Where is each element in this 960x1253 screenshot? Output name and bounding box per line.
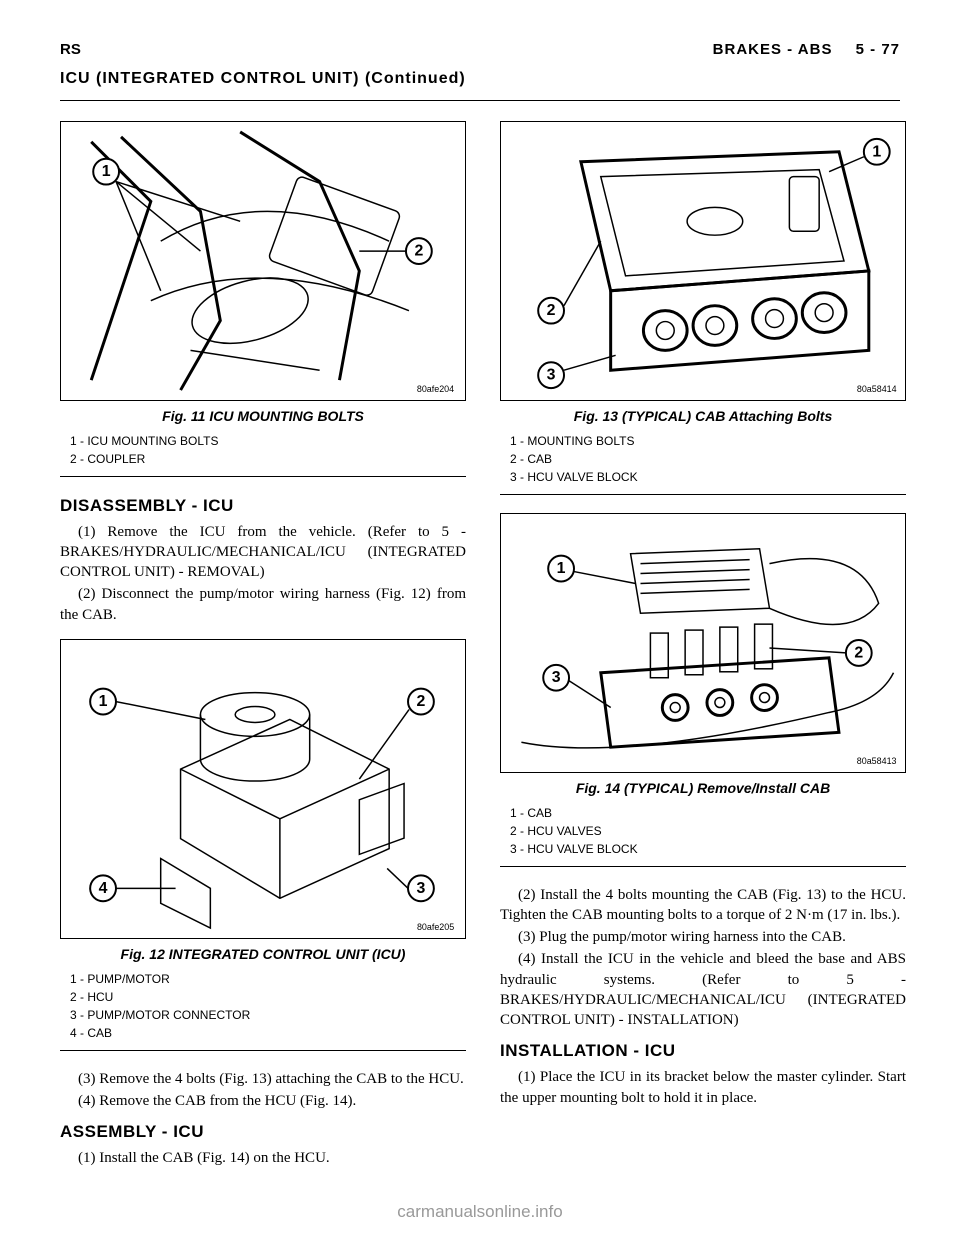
installation-title: INSTALLATION - ICU (500, 1040, 906, 1063)
svg-text:3: 3 (547, 367, 556, 384)
svg-text:80a58413: 80a58413 (857, 756, 897, 766)
fig-rule (500, 494, 906, 495)
header-section: BRAKES - ABS (713, 41, 833, 58)
body-text: (4) Install the ICU in the vehicle and b… (500, 949, 906, 1030)
legend-item: 2 - COUPLER (70, 450, 466, 468)
legend-item: 1 - MOUNTING BOLTS (510, 432, 906, 450)
right-column: 1 2 3 80a58414 Fig. 13 (TYPICAL) CAB Att… (500, 121, 906, 1171)
legend-item: 2 - HCU (70, 988, 466, 1006)
fig12-caption: Fig. 12 INTEGRATED CONTROL UNIT (ICU) (60, 945, 466, 964)
fig13-legend: 1 - MOUNTING BOLTS 2 - CAB 3 - HCU VALVE… (510, 432, 906, 486)
legend-item: 1 - CAB (510, 804, 906, 822)
figure-11: 1 2 80afe204 (60, 121, 466, 401)
svg-text:80afe205: 80afe205 (417, 922, 454, 932)
legend-item: 3 - HCU VALVE BLOCK (510, 840, 906, 858)
legend-item: 2 - HCU VALVES (510, 822, 906, 840)
svg-text:2: 2 (414, 242, 423, 259)
svg-text:2: 2 (854, 644, 863, 661)
assembly-title: ASSEMBLY - ICU (60, 1121, 466, 1144)
figure-14: 1 2 3 80a58413 (500, 513, 906, 773)
svg-text:1: 1 (872, 143, 881, 160)
legend-item: 1 - ICU MOUNTING BOLTS (70, 432, 466, 450)
fig14-caption: Fig. 14 (TYPICAL) Remove/Install CAB (500, 779, 906, 798)
figure-13: 1 2 3 80a58414 (500, 121, 906, 401)
disassembly-title: DISASSEMBLY - ICU (60, 495, 466, 518)
legend-item: 3 - HCU VALVE BLOCK (510, 468, 906, 486)
header-rule (60, 100, 900, 101)
page-header: RS BRAKES - ABS 5 - 77 (60, 40, 900, 60)
body-text: (1) Remove the ICU from the vehicle. (Re… (60, 522, 466, 583)
fig12-legend: 1 - PUMP/MOTOR 2 - HCU 3 - PUMP/MOTOR CO… (70, 970, 466, 1042)
body-text: (1) Install the CAB (Fig. 14) on the HCU… (60, 1148, 466, 1168)
figure-12: 1 2 3 4 80afe205 (60, 639, 466, 939)
header-right: BRAKES - ABS 5 - 77 (713, 40, 900, 60)
svg-text:80afe204: 80afe204 (417, 384, 454, 394)
svg-text:1: 1 (102, 163, 111, 180)
body-text: (3) Remove the 4 bolts (Fig. 13) attachi… (60, 1069, 466, 1089)
footer-watermark: carmanualsonline.info (60, 1201, 900, 1224)
left-column: 1 2 80afe204 Fig. 11 ICU MOUNTING BOLTS … (60, 121, 466, 1171)
svg-text:3: 3 (417, 880, 426, 897)
body-text: (2) Install the 4 bolts mounting the CAB… (500, 885, 906, 926)
svg-text:2: 2 (417, 693, 426, 710)
fig14-legend: 1 - CAB 2 - HCU VALVES 3 - HCU VALVE BLO… (510, 804, 906, 858)
fig11-caption: Fig. 11 ICU MOUNTING BOLTS (60, 407, 466, 426)
body-text: (2) Disconnect the pump/motor wiring har… (60, 584, 466, 625)
header-left: RS (60, 40, 81, 60)
svg-text:2: 2 (547, 302, 556, 319)
fig-rule (60, 476, 466, 477)
page-number: 5 - 77 (856, 41, 900, 58)
svg-text:1: 1 (557, 560, 566, 577)
figure-12-svg: 1 2 3 4 80afe205 (61, 640, 465, 938)
legend-item: 1 - PUMP/MOTOR (70, 970, 466, 988)
body-text: (4) Remove the CAB from the HCU (Fig. 14… (60, 1091, 466, 1111)
svg-text:1: 1 (99, 693, 108, 710)
svg-text:4: 4 (99, 880, 108, 897)
continued-heading: ICU (INTEGRATED CONTROL UNIT) (Continued… (60, 68, 900, 90)
figure-13-svg: 1 2 3 80a58414 (501, 122, 905, 400)
body-text: (1) Place the ICU in its bracket below t… (500, 1067, 906, 1108)
svg-text:80a58414: 80a58414 (857, 384, 897, 394)
svg-text:3: 3 (552, 669, 561, 686)
fig-rule (60, 1050, 466, 1051)
figure-14-svg: 1 2 3 80a58413 (501, 514, 905, 772)
figure-11-svg: 1 2 80afe204 (61, 122, 465, 400)
legend-item: 3 - PUMP/MOTOR CONNECTOR (70, 1006, 466, 1024)
legend-item: 2 - CAB (510, 450, 906, 468)
body-text: (3) Plug the pump/motor wiring harness i… (500, 927, 906, 947)
fig13-caption: Fig. 13 (TYPICAL) CAB Attaching Bolts (500, 407, 906, 426)
legend-item: 4 - CAB (70, 1024, 466, 1042)
fig11-legend: 1 - ICU MOUNTING BOLTS 2 - COUPLER (70, 432, 466, 468)
fig-rule (500, 866, 906, 867)
